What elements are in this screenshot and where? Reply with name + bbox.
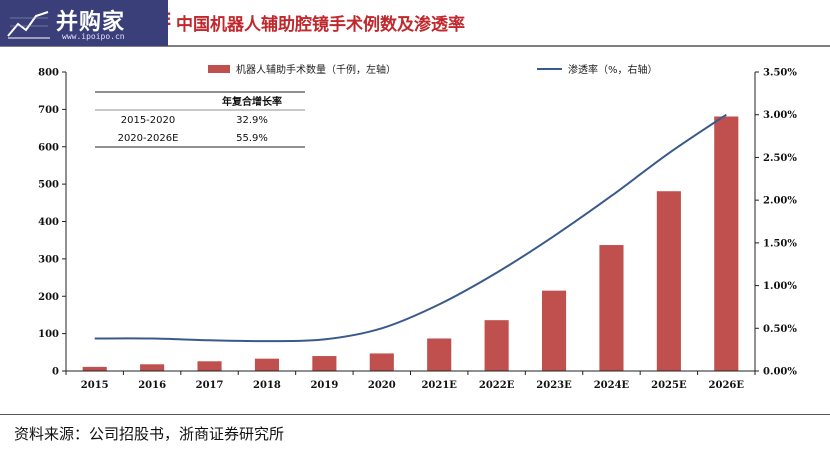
left-axis-tick-label: 400 (38, 217, 59, 228)
left-axis-tick-label: 800 (38, 68, 59, 79)
x-axis-tick-label: 2015 (81, 380, 109, 391)
table-row-period: 2020-2026E (118, 133, 179, 144)
bar (541, 290, 567, 371)
left-axis-tick-label: 500 (38, 180, 59, 191)
table-row-rate: 55.9% (236, 133, 268, 144)
x-axis-tick-label: 2016 (138, 380, 166, 391)
x-axis-tick-label: 2018 (253, 380, 281, 391)
title-divider (0, 45, 830, 47)
chart-title: 中国机器人辅助腔镜手术例数及渗透率 (176, 15, 465, 35)
right-axis-tick-label: 2.00% (763, 196, 797, 207)
left-axis-tick-label: 600 (38, 142, 59, 153)
bar (197, 361, 222, 371)
left-axis-tick-label: 200 (38, 292, 59, 303)
right-axis-tick-label: 2.50% (763, 153, 797, 164)
source-divider (0, 414, 830, 415)
x-axis-tick-label: 2024E (594, 380, 630, 391)
right-axis-tick-label: 1.50% (763, 238, 797, 249)
x-axis-tick-label: 2023E (536, 380, 572, 391)
logo-text: 并购家 (56, 10, 126, 35)
right-axis-tick-label: 3.50% (763, 68, 797, 79)
watermark-logo: 并购家 www.ipoipo.cn (0, 0, 168, 46)
logo-url: www.ipoipo.cn (62, 32, 125, 41)
x-axis-tick-label: 2026E (709, 380, 745, 391)
right-axis-tick-label: 0.00% (763, 367, 797, 378)
x-axis-tick-label: 2021E (421, 380, 457, 391)
x-axis-tick-label: 2020 (368, 380, 396, 391)
bar (254, 358, 280, 371)
bar (140, 364, 165, 371)
table-row-rate: 32.9% (236, 115, 268, 126)
bar (714, 116, 739, 371)
left-axis-tick-label: 100 (38, 329, 59, 340)
left-axis-tick-label: 300 (38, 254, 59, 265)
right-axis-tick-label: 1.00% (763, 281, 797, 292)
x-axis-tick-label: 2019 (310, 380, 338, 391)
bar (484, 320, 509, 371)
source-note: 资料来源：公司招股书，浙商证券研究所 (14, 425, 285, 443)
x-axis-tick-label: 2017 (196, 380, 224, 391)
x-axis-tick-label: 2025E (651, 380, 687, 391)
legend-line-label: 渗透率（%，右轴） (568, 63, 658, 76)
left-axis-tick-label: 0 (52, 367, 59, 378)
growth-table: 年复合增长率 2015-2020 32.9% 2020-2026E 55.9% (95, 91, 305, 148)
chart-logo-icon (7, 11, 50, 39)
right-axis-tick-label: 3.00% (763, 110, 797, 121)
left-axis-tick-label: 700 (38, 105, 59, 116)
legend-bar-label: 机器人辅助手术数量（千例，左轴） (236, 63, 396, 76)
table-row-period: 2015-2020 (121, 115, 176, 126)
right-axis-tick-label: 0.50% (763, 324, 797, 335)
x-axis-tick-label: 2022E (479, 380, 515, 391)
bar (369, 353, 394, 371)
bar (312, 356, 337, 371)
bar (599, 245, 624, 371)
legend: 机器人辅助手术数量（千例，左轴） 渗透率（%，右轴） (208, 63, 658, 76)
legend-bar-swatch (208, 65, 230, 73)
table-header: 年复合增长率 (222, 95, 282, 108)
bar (427, 338, 452, 371)
bar (82, 366, 107, 371)
bar (656, 191, 681, 371)
penetration-rate-line (94, 113, 727, 343)
